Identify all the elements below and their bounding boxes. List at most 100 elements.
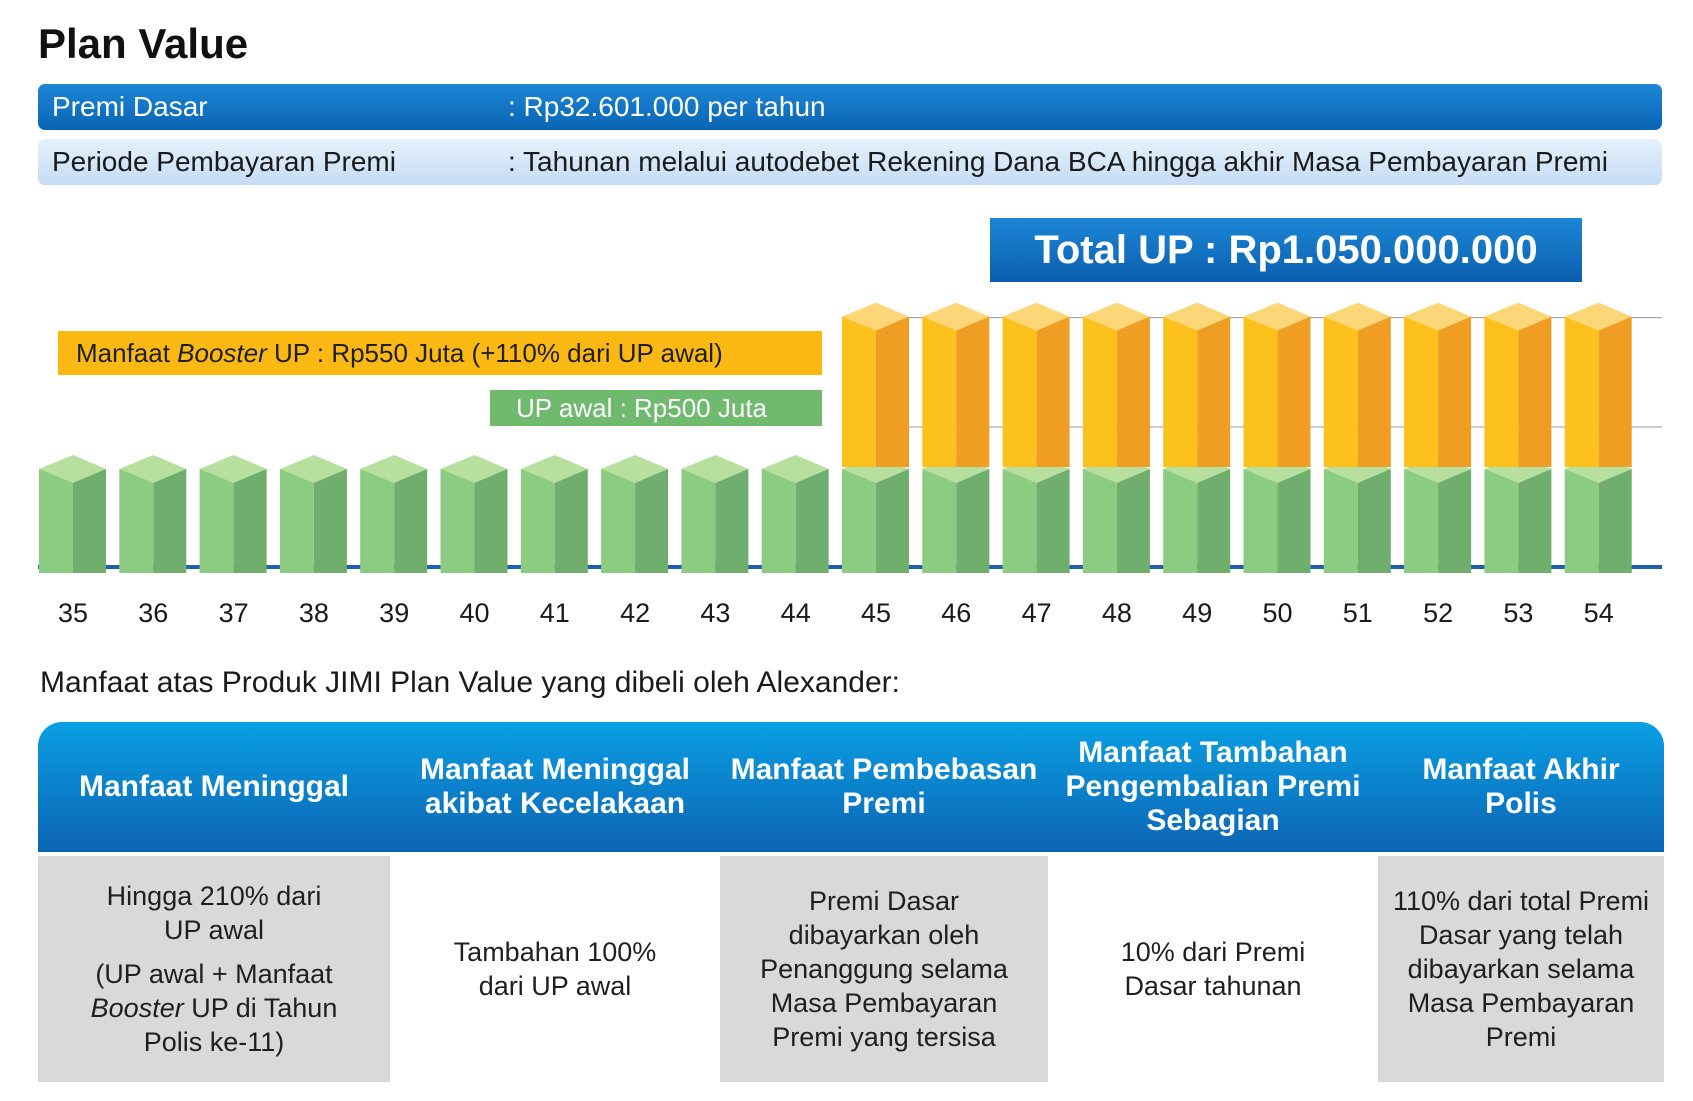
bar-up-awal-43-front (681, 469, 716, 573)
bar-up-awal-45-front (842, 469, 876, 573)
header-manfaat-akhir: Manfaat Akhir Polis (1422, 753, 1620, 820)
bar-up-awal-38-front (279, 469, 314, 573)
bar-booster-50-front (1243, 316, 1278, 467)
bar-booster-53-side (1518, 316, 1552, 467)
booster-legend-italic: Booster (177, 337, 267, 368)
booster-up-legend: Manfaat Booster UP : Rp550 Juta (+110% d… (58, 331, 822, 375)
tick-label-42: 42 (620, 598, 650, 628)
bar-booster-48-top (1082, 302, 1150, 331)
bar-booster-52-top (1404, 302, 1472, 331)
bar-up-awal-38-top (279, 455, 347, 483)
bar-booster-47-side (1036, 316, 1070, 467)
bar-booster-45-side (876, 316, 909, 467)
tick-label-44: 44 (781, 598, 811, 628)
periode-pembayaran-value: : Tahunan melalui autodebet Rekening Dan… (508, 146, 1608, 177)
tick-label-35: 35 (58, 598, 88, 628)
total-up-banner: Total UP : Rp1.050.000.000 (990, 218, 1582, 282)
bar-up-awal-45-side (876, 469, 909, 573)
bar-up-awal-41-side (554, 469, 588, 573)
bar-up-awal-44-side (795, 469, 829, 573)
bar-up-awal-46-front (922, 469, 957, 573)
booster-legend-post: UP : Rp550 Juta (+110% dari UP awal) (266, 337, 723, 368)
bar-up-awal-49-front (1163, 469, 1198, 573)
bar-up-awal-47-front (1002, 469, 1037, 573)
bar-up-awal-48-front (1082, 469, 1117, 573)
bar-up-awal-43-side (715, 469, 749, 573)
bar-up-awal-52-side (1438, 469, 1472, 573)
up-bar-chart: 35 36 37 38 39 40 41 42 43 44 45 46 47 48 49 50 51 52 53 54 (38, 302, 1662, 628)
cell3-text: Premi Dasar dibayarkan oleh Penanggung s… (760, 886, 1008, 1052)
bar-booster-48-side (1116, 316, 1150, 467)
bar-up-awal-39-top (360, 455, 428, 483)
bar-booster-52-front (1404, 316, 1439, 467)
bar-up-awal-40-top (440, 455, 508, 483)
premi-dasar-value: : Rp32.601.000 per tahun (508, 91, 826, 122)
tick-label-43: 43 (700, 598, 730, 628)
bar-booster-54-top (1564, 302, 1632, 331)
bar-up-awal-42-side (635, 469, 669, 573)
bar-booster-46-side (956, 316, 990, 467)
header-manfaat-kecelakaan: Manfaat Meninggal akibat Kecelakaan (419, 753, 690, 820)
up-awal-legend: UP awal : Rp500 Juta (490, 390, 822, 426)
bar-up-awal-50-side (1277, 469, 1311, 573)
bar-up-awal-39-side (394, 469, 428, 573)
bar-up-awal-48-side (1116, 469, 1150, 573)
cell1-line2-pre: (UP awal + Manfaat (95, 959, 341, 989)
tick-label-47: 47 (1022, 598, 1052, 628)
cell-manfaat-akhir: 110% dari total Premi Dasar yang telah d… (1378, 856, 1664, 1082)
cell4-text: 10% dari Premi Dasar tahunan (1120, 937, 1306, 1001)
periode-pembayaran-label: Periode Pembayaran Premi (52, 146, 396, 177)
header-manfaat-meninggal: Manfaat Meninggal (78, 770, 349, 803)
tick-label-49: 49 (1182, 598, 1212, 628)
bar-up-awal-42-top (601, 455, 669, 483)
bar-up-awal-44-front (761, 469, 796, 573)
header-manfaat-pembebasan: Manfaat Pembebasan Premi (730, 753, 1038, 820)
cell-manfaat-kecelakaan: Tambahan 100% dari UP awal (390, 856, 720, 1082)
premi-dasar-row: Premi Dasar : Rp32.601.000 per tahun (38, 84, 1662, 130)
bar-up-awal-52-front (1404, 469, 1439, 573)
tick-label-39: 39 (379, 598, 409, 628)
bar-booster-53-top (1484, 302, 1552, 331)
bar-booster-51-side (1357, 316, 1391, 467)
tick-label-41: 41 (540, 598, 570, 628)
bar-booster-45-top (842, 302, 909, 331)
bar-up-awal-35-side (73, 469, 106, 573)
bar-up-awal-51-front (1323, 469, 1358, 573)
benefit-subtitle: Manfaat atas Produk JIMI Plan Value yang… (40, 666, 900, 699)
bar-booster-49-side (1197, 316, 1231, 467)
tick-label-45: 45 (861, 598, 891, 628)
cell-manfaat-meninggal: Hingga 210% dari UP awal (UP awal + Manf… (38, 856, 390, 1082)
bar-booster-47-top (1002, 302, 1070, 331)
tick-label-50: 50 (1262, 598, 1292, 628)
cell1-line2-post: UP di Tahun Polis ke-11) (143, 993, 345, 1057)
bar-up-awal-36-front (119, 469, 154, 573)
bar-up-awal-39-front (360, 469, 395, 573)
header-manfaat-tambahan: Manfaat Tambahan Pengembalian Premi Seba… (1065, 736, 1361, 837)
bar-booster-48-front (1082, 316, 1117, 467)
bar-up-awal-38-side (313, 469, 347, 573)
bar-booster-50-side (1277, 316, 1311, 467)
benefit-table: Manfaat Meninggal Manfaat Meninggal akib… (38, 722, 1664, 1082)
bar-up-awal-46-side (956, 469, 990, 573)
bar-booster-49-front (1163, 316, 1198, 467)
benefit-table-body: Hingga 210% dari UP awal (UP awal + Manf… (38, 856, 1664, 1082)
bar-booster-47-front (1002, 316, 1037, 467)
bar-up-awal-53-front (1484, 469, 1519, 573)
benefit-table-header: Manfaat Meninggal Manfaat Meninggal akib… (38, 722, 1664, 852)
tick-label-54: 54 (1584, 598, 1614, 628)
tick-label-36: 36 (138, 598, 168, 628)
cell1-line2-italic: Booster (90, 993, 184, 1023)
premi-dasar-label: Premi Dasar (52, 91, 208, 122)
bar-booster-51-front (1323, 316, 1358, 467)
cell-manfaat-tambahan: 10% dari Premi Dasar tahunan (1048, 856, 1378, 1082)
cell5-text: 110% dari total Premi Dasar yang telah d… (1392, 886, 1650, 1052)
bar-up-awal-51-side (1357, 469, 1391, 573)
bar-booster-53-front (1484, 316, 1519, 467)
bar-booster-46-front (922, 316, 957, 467)
booster-legend-pre: Manfaat (76, 337, 178, 368)
tick-label-53: 53 (1503, 598, 1533, 628)
bar-up-awal-42-front (601, 469, 636, 573)
tick-label-52: 52 (1423, 598, 1453, 628)
bar-booster-49-top (1163, 302, 1231, 331)
bar-up-awal-35-front (39, 469, 73, 573)
